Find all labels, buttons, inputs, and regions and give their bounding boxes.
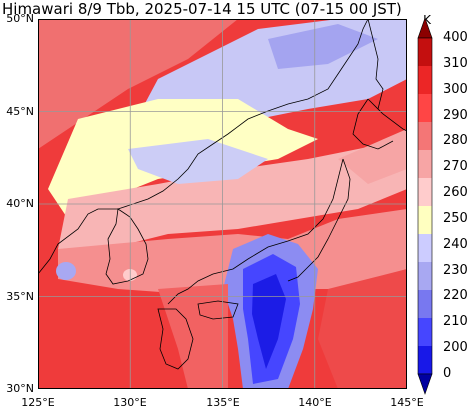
colorbar-tick-label: 270 [443, 159, 468, 175]
colorbar-swatch [418, 290, 432, 318]
colorbar-swatch [418, 346, 432, 374]
coastline-korea [105, 208, 149, 285]
coastlines [38, 19, 407, 370]
lat-label-50: 50°N [6, 12, 34, 25]
colorbar-swatch [418, 122, 432, 150]
coastline-honshu-north [167, 158, 344, 305]
convection-core [252, 274, 286, 369]
map-title: Himawari 8/9 Tbb, 2025-07-14 15 UTC (07-… [2, 0, 402, 18]
lon-label-145: 145°E [390, 396, 424, 409]
warm-region-kyushu [158, 284, 228, 389]
lat-label-30: 30°N [6, 382, 34, 395]
colorbar-tick-label: 310 [443, 55, 468, 71]
lon-label-130: 130°E [113, 396, 147, 409]
lat-label-35: 35°N [6, 290, 34, 303]
cloud-patch-lavender [128, 139, 268, 184]
warm-region-pacific [318, 269, 407, 389]
lon-label-125: 125°E [21, 396, 55, 409]
satellite-map [38, 19, 407, 389]
colorbar-swatch [418, 234, 432, 262]
coastline-kyushu [157, 308, 194, 370]
colorbar-extend-min [417, 373, 433, 395]
colorbar-tick-label: 240 [443, 236, 468, 252]
lat-label-40: 40°N [6, 197, 34, 210]
colorbar-tick-label: 400 [443, 30, 468, 45]
coastline-honshu-east [287, 158, 351, 282]
cloud-spot-west [56, 262, 76, 280]
colorbar-swatch [418, 150, 432, 178]
colorbar-units: K [423, 13, 431, 27]
colorbar-tick-label: 0 [443, 366, 452, 381]
colorbar-swatch [418, 66, 432, 94]
colorbar-tick-label: 210 [443, 314, 468, 330]
colorbar-tick-label: 300 [443, 81, 468, 97]
colorbar-swatch [418, 94, 432, 122]
cloud-band-lightpink [58, 139, 407, 249]
colorbar-tick-label: 220 [443, 288, 468, 304]
tbb-field [38, 19, 407, 389]
cloud-band-blue-north [268, 24, 378, 69]
colorbar-swatch [418, 178, 432, 206]
coastline-sakhalin [367, 19, 384, 110]
colorbar-tick-label: 200 [443, 340, 468, 356]
lon-label-135: 135°E [206, 396, 240, 409]
colorbar-swatch [418, 206, 432, 234]
colorbar-extend-max [417, 17, 433, 39]
coastline-continent [38, 19, 369, 275]
graticule [38, 19, 407, 389]
lat-label-45: 45°N [6, 105, 34, 118]
colorbar-swatch [418, 318, 432, 346]
colorbar-tick-label: 280 [443, 133, 468, 149]
colorbar-tick-label: 260 [443, 185, 468, 201]
cloud-band-pink [38, 19, 238, 149]
colorbar-swatch [418, 262, 432, 290]
coastline-shikoku [197, 300, 239, 320]
colorbar-swatch [418, 38, 432, 66]
colorbar-tick-label: 290 [443, 107, 468, 123]
colorbar-tick-label: 230 [443, 262, 468, 278]
colorbar-tick-label: 250 [443, 210, 468, 226]
lon-label-140: 140°E [298, 396, 332, 409]
